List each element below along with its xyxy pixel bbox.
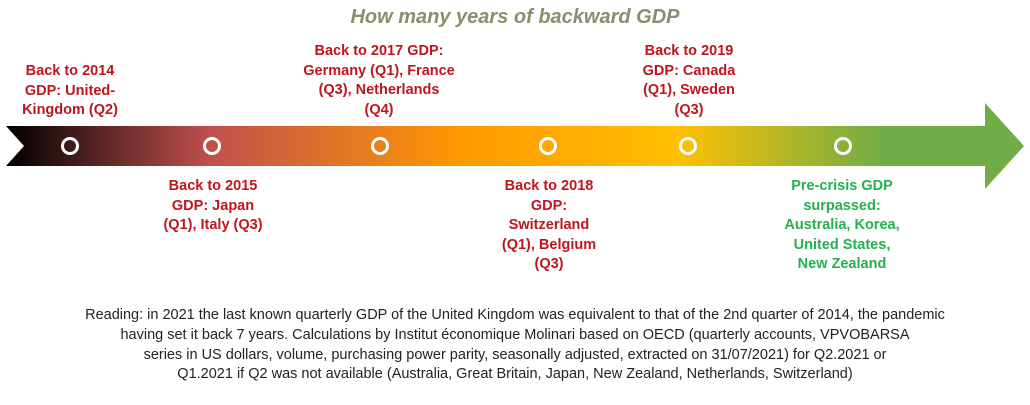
label-line: GDP: Canada: [642, 62, 736, 79]
milestone-label-2019: Back to 2019 GDP: Canada (Q1), Sweden (Q…: [626, 42, 752, 120]
label-line: Germany (Q1), France: [303, 62, 455, 79]
label-line: (Q1), Sweden: [643, 82, 735, 98]
milestone-marker-2: [203, 137, 221, 155]
label-line: United States,: [793, 236, 891, 253]
label-line: (Q3): [674, 101, 704, 118]
label-line: (Q1), Italy (Q3): [163, 217, 263, 233]
label-line: Back to 2019: [644, 43, 734, 59]
milestone-marker-1: [61, 137, 79, 155]
label-line: GDP: Japan: [171, 197, 255, 214]
reading-note: Reading: in 2021 the last known quarterl…: [4, 306, 1026, 385]
label-line: New Zealand: [797, 256, 887, 272]
milestone-label-2014: Back to 2014 GDP: United- Kingdom (Q2): [6, 62, 134, 121]
label-line: Australia, Korea,: [784, 217, 900, 233]
milestone-label-2015: Back to 2015 GDP: Japan (Q1), Italy (Q3): [145, 177, 281, 236]
label-line: (Q4): [364, 101, 394, 118]
note-line: series in US dollars, volume, purchasing…: [143, 346, 887, 363]
note-line: Reading: in 2021 the last known quarterl…: [85, 307, 945, 323]
label-line: surpassed:: [803, 197, 881, 214]
label-line: Kingdom (Q2): [22, 102, 118, 118]
milestone-marker-5: [679, 137, 697, 155]
label-line: Pre-crisis GDP: [791, 178, 893, 194]
milestone-label-2017: Back to 2017 GDP: Germany (Q1), France (…: [290, 42, 468, 120]
milestone-label-pre-crisis: Pre-crisis GDP surpassed: Australia, Kor…: [768, 177, 916, 275]
milestone-marker-4: [539, 137, 557, 155]
milestone-marker-6: [834, 137, 852, 155]
label-line: Switzerland: [508, 217, 590, 233]
note-line: Q1.2021 if Q2 was not available (Austral…: [177, 366, 853, 383]
label-line: (Q3): [534, 256, 564, 272]
arrow-shape: [6, 103, 1024, 189]
milestone-marker-3: [371, 137, 389, 155]
label-line: Back to 2014: [25, 63, 115, 79]
label-line: (Q3), Netherlands: [318, 82, 440, 98]
label-line: GDP: United-: [24, 82, 116, 99]
label-line: Back to 2018: [504, 178, 594, 194]
diagram-title: How many years of backward GDP: [350, 6, 680, 28]
label-line: GDP:: [530, 197, 568, 214]
timeline-arrow: [6, 103, 1024, 189]
label-line: (Q1), Belgium: [501, 236, 597, 253]
label-line: Back to 2017 GDP:: [314, 43, 444, 59]
milestone-label-2018: Back to 2018 GDP: Switzerland (Q1), Belg…: [486, 177, 612, 275]
label-line: Back to 2015: [168, 178, 258, 194]
note-line: having set it back 7 years. Calculations…: [120, 326, 910, 343]
